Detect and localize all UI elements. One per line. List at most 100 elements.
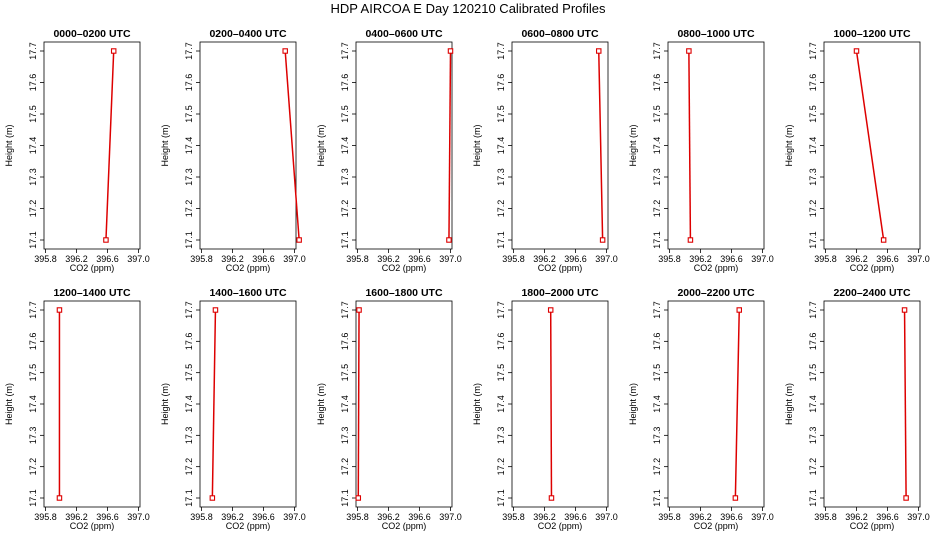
x-tick-label: 396.6 [252, 512, 275, 522]
panel-title: 1400–1600 UTC [209, 287, 286, 299]
x-tick-label: 396.6 [720, 254, 743, 264]
y-tick-label: 17.5 [652, 105, 662, 123]
x-tick-label: 396.2 [533, 254, 556, 264]
y-tick-label: 17.2 [340, 200, 350, 218]
y-tick-label: 17.5 [496, 364, 506, 382]
data-point-marker [209, 495, 216, 501]
y-tick-label: 17.4 [28, 137, 38, 155]
x-tick-label: 396.2 [221, 512, 244, 522]
y-tick-label: 17.1 [496, 231, 506, 249]
y-tick-label: 17.3 [652, 168, 662, 186]
x-axis-label: CO2 (ppm) [850, 263, 895, 273]
x-tick-label: 395.8 [658, 512, 681, 522]
y-tick-label: 17.2 [496, 458, 506, 476]
figure-title: HDP AIRCOA E Day 120210 Calibrated Profi… [330, 1, 606, 16]
x-tick-label: 396.2 [377, 254, 400, 264]
y-axis-label: Height (m) [160, 383, 170, 425]
y-tick-label: 17.7 [340, 301, 350, 319]
y-tick-label: 17.7 [652, 301, 662, 319]
x-tick-label: 395.8 [346, 254, 369, 264]
x-tick-label: 395.8 [814, 254, 837, 264]
x-tick-label: 397.0 [439, 512, 462, 522]
y-axis-label: Height (m) [628, 383, 638, 425]
y-tick-label: 17.6 [184, 333, 194, 351]
x-tick-label: 396.6 [408, 512, 431, 522]
x-tick-label: 396.2 [65, 512, 88, 522]
panel: 0800–1000 UTC 395.8 396.2 396.6 397.0 17.1 17.… [628, 28, 774, 273]
y-tick-label: 17.6 [652, 74, 662, 92]
y-tick-label: 17.7 [808, 42, 818, 60]
profile-line [105, 50, 115, 241]
data-point-marker [736, 307, 742, 313]
x-axis-label: CO2 (ppm) [226, 521, 271, 531]
x-tick-label: 396.6 [564, 512, 587, 522]
y-tick-label: 17.6 [184, 74, 194, 92]
y-tick-label: 17.3 [184, 427, 194, 445]
y-tick-label: 17.6 [808, 333, 818, 351]
y-tick-label: 17.5 [28, 105, 38, 123]
profile-line [549, 309, 553, 499]
x-tick-label: 396.6 [876, 512, 899, 522]
x-tick-label: 396.2 [689, 512, 712, 522]
data-point-marker [903, 495, 909, 501]
x-axis-label: CO2 (ppm) [382, 263, 427, 273]
panels-grid: 0000–0200 UTC 395.8 396.2 396.6 397.0 17.1 17.… [4, 28, 930, 531]
data-point-marker [56, 495, 63, 501]
plot-frame [355, 300, 453, 508]
panel: 1200–1400 UTC 395.8 396.2 396.6 397.0 17.1 17.… [4, 287, 150, 531]
y-tick-label: 17.7 [808, 301, 818, 319]
x-tick-label: 395.8 [346, 512, 369, 522]
panel: 0400–0600 UTC 395.8 396.2 396.6 397.0 17.1 17.… [316, 28, 462, 273]
panel: 2000–2200 UTC 395.8 396.2 396.6 397.0 17.1 17.… [628, 287, 774, 531]
data-point-marker [732, 495, 739, 501]
y-tick-label: 17.1 [652, 489, 662, 507]
data-point-marker [103, 237, 109, 243]
y-tick-label: 17.5 [496, 105, 506, 123]
data-point-marker [880, 237, 887, 243]
y-tick-label: 17.7 [28, 42, 38, 60]
x-tick-label: 396.6 [564, 254, 587, 264]
y-tick-label: 17.7 [496, 42, 506, 60]
y-tick-label: 17.5 [808, 105, 818, 123]
panel-title: 0200–0400 UTC [209, 28, 286, 40]
y-tick-label: 17.1 [808, 231, 818, 249]
y-tick-label: 17.3 [28, 168, 38, 186]
y-tick-label: 17.4 [808, 137, 818, 155]
x-tick-label: 397.0 [751, 512, 774, 522]
profile-line [448, 50, 452, 241]
panel-title: 1000–1200 UTC [833, 28, 910, 40]
y-tick-label: 17.4 [340, 395, 350, 413]
y-tick-label: 17.5 [184, 364, 194, 382]
panel: 0000–0200 UTC 395.8 396.2 396.6 397.0 17.1 17.… [4, 28, 150, 273]
y-axis-label: Height (m) [316, 383, 326, 425]
data-point-marker [212, 307, 219, 313]
data-point-marker [595, 48, 602, 54]
y-tick-label: 17.2 [808, 200, 818, 218]
y-tick-label: 17.2 [652, 458, 662, 476]
y-tick-label: 17.3 [28, 427, 38, 445]
y-tick-label: 17.4 [496, 137, 506, 155]
plot-frame [199, 41, 297, 250]
x-tick-label: 396.2 [845, 254, 868, 264]
panel-title: 1600–1800 UTC [365, 287, 442, 299]
y-tick-label: 17.2 [496, 200, 506, 218]
x-tick-label: 397.0 [439, 254, 462, 264]
panel: 1400–1600 UTC 395.8 396.2 396.6 397.0 17.1 17.… [160, 287, 306, 531]
y-tick-label: 17.5 [28, 364, 38, 382]
y-tick-label: 17.2 [184, 458, 194, 476]
x-tick-label: 395.8 [502, 512, 525, 522]
x-tick-label: 396.6 [252, 254, 275, 264]
y-tick-label: 17.4 [652, 137, 662, 155]
y-tick-label: 17.1 [184, 489, 194, 507]
y-tick-label: 17.6 [808, 74, 818, 92]
x-tick-label: 395.8 [658, 254, 681, 264]
x-axis-label: CO2 (ppm) [538, 263, 583, 273]
y-tick-label: 17.2 [340, 458, 350, 476]
data-point-marker [548, 495, 555, 501]
x-tick-label: 395.8 [502, 254, 525, 264]
profile-line [357, 309, 360, 499]
y-tick-label: 17.3 [808, 427, 818, 445]
y-tick-label: 17.6 [28, 333, 38, 351]
y-tick-label: 17.6 [652, 333, 662, 351]
y-tick-label: 17.7 [184, 42, 194, 60]
